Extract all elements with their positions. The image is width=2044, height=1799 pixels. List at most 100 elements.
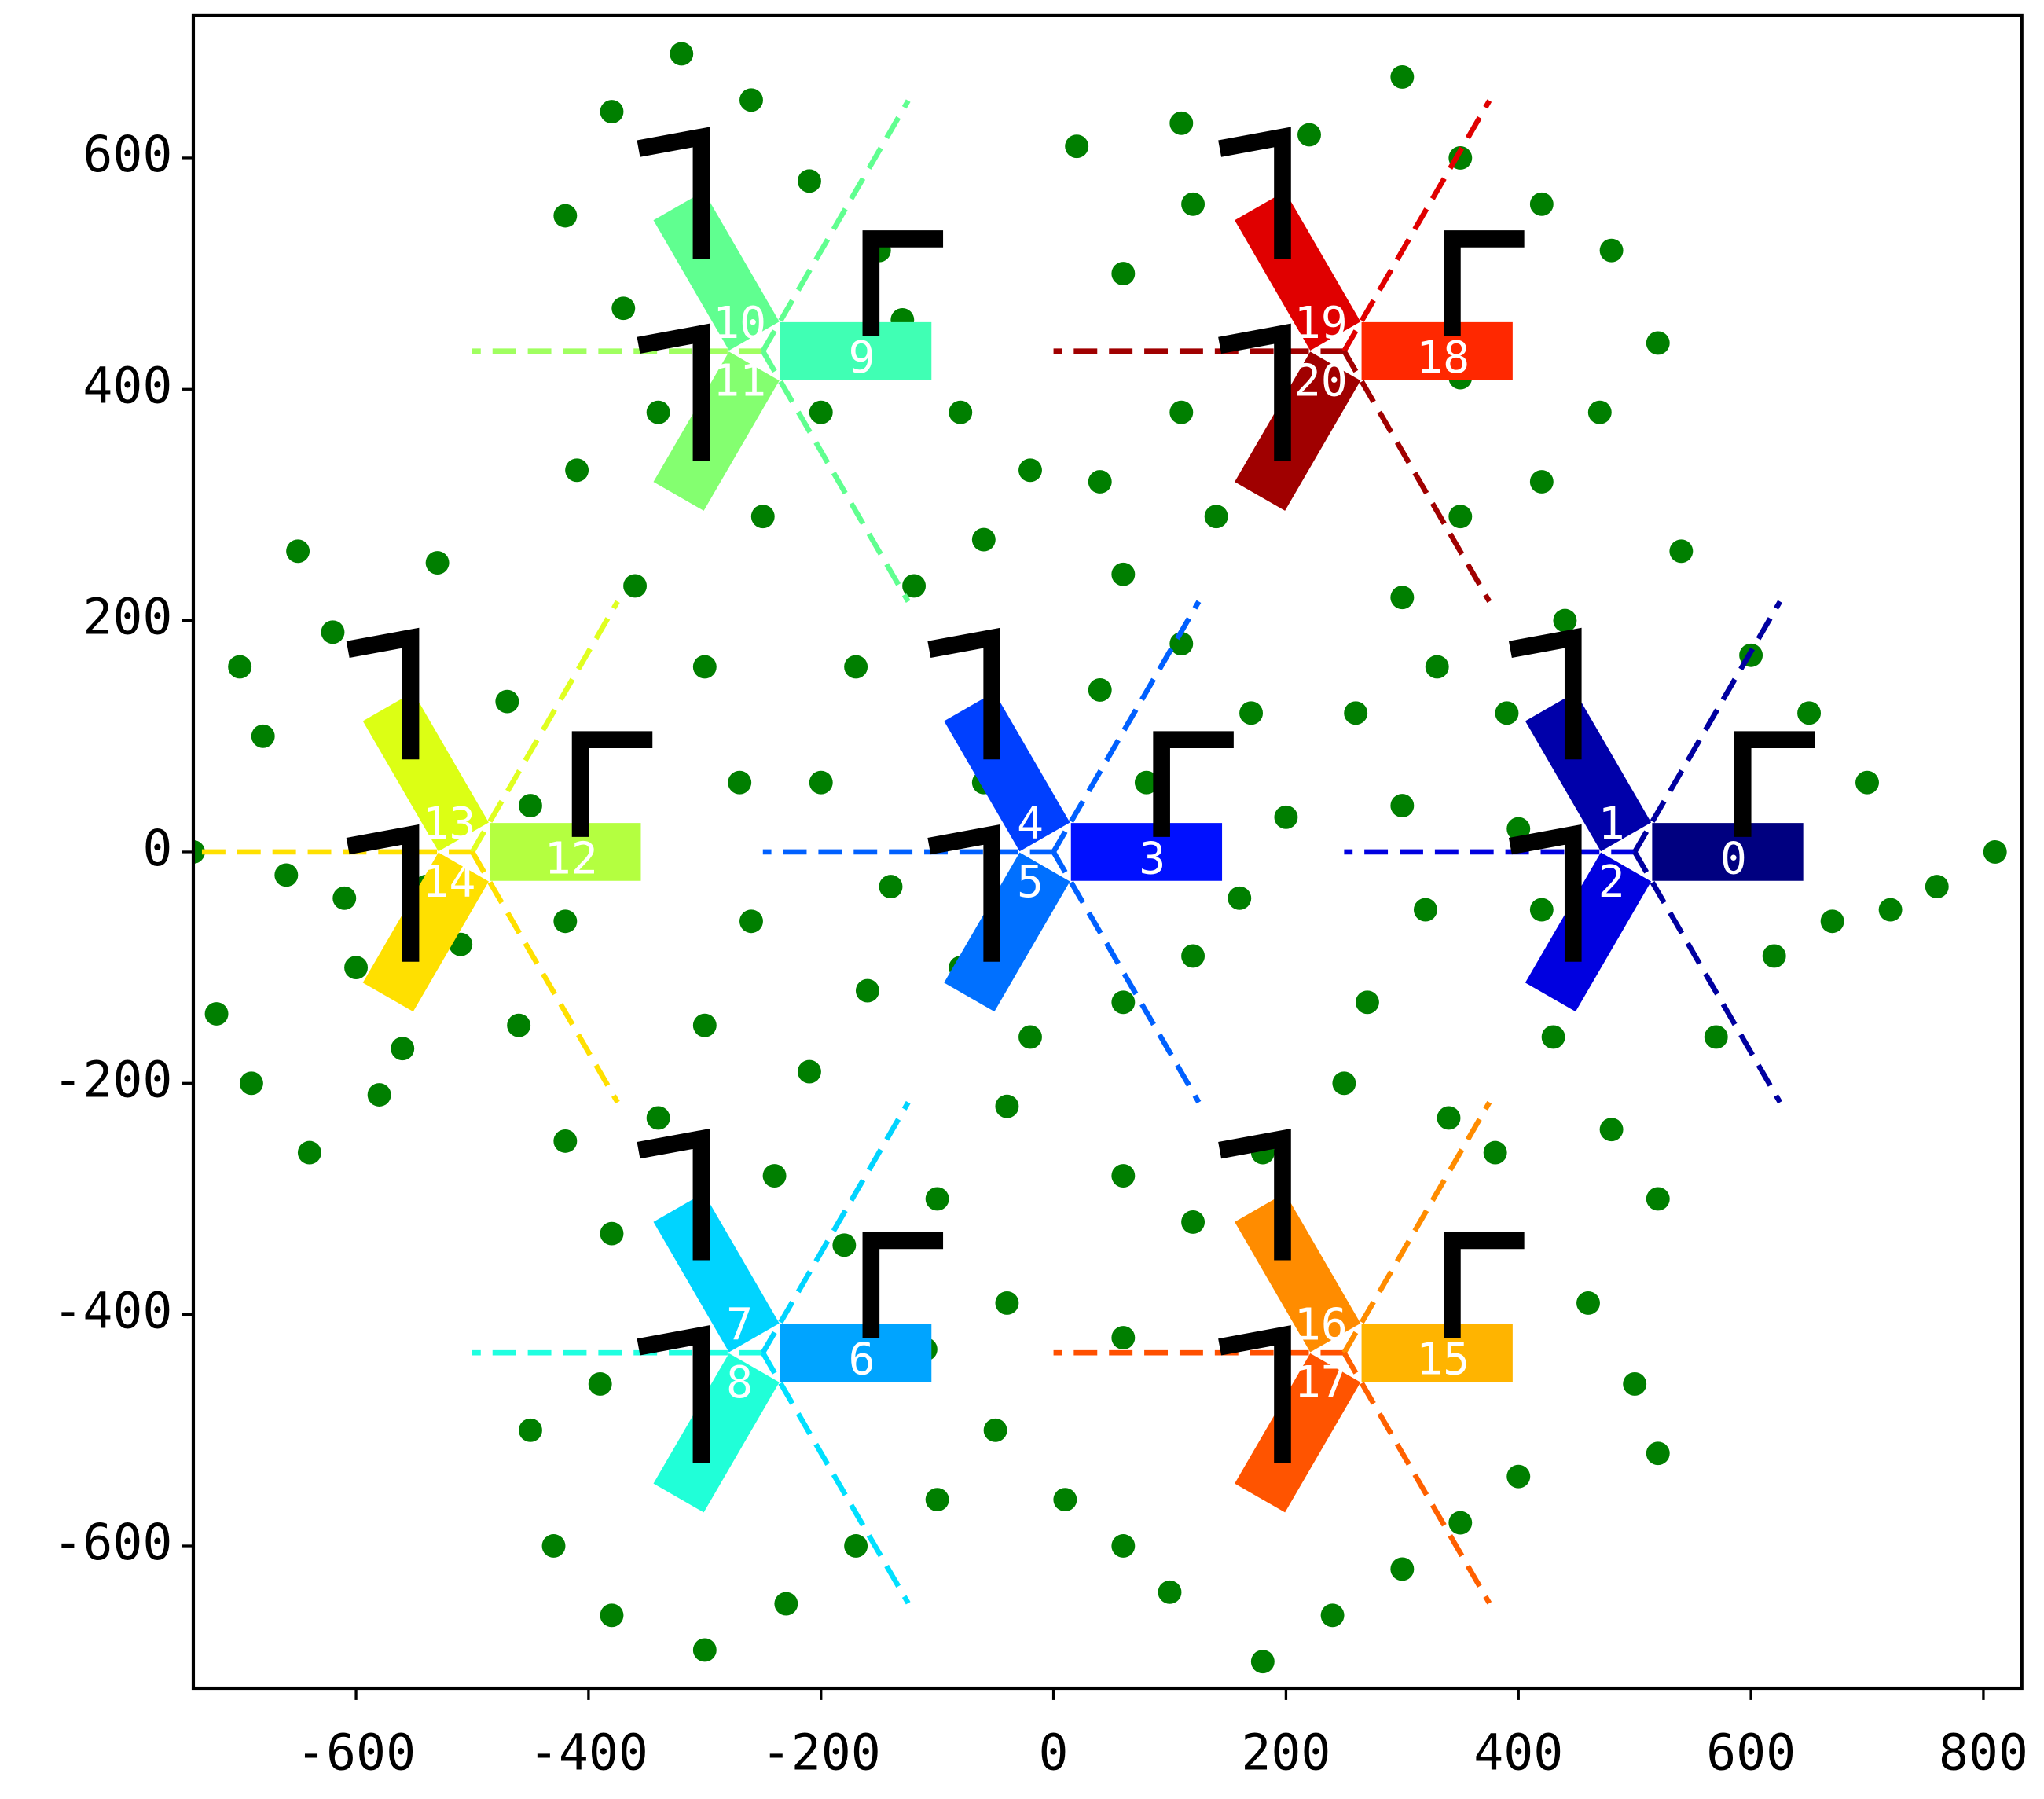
user-point — [391, 1037, 415, 1061]
user-point — [1204, 505, 1228, 529]
sector-bar — [1361, 321, 1513, 380]
user-point — [692, 655, 717, 679]
user-point — [623, 574, 648, 598]
antenna-marker — [637, 1128, 710, 1261]
user-point — [902, 574, 927, 598]
user-point — [1111, 990, 1136, 1015]
x-tick-label: -600 — [296, 1723, 416, 1781]
user-point — [507, 1013, 531, 1037]
sector-label: 7 — [726, 1299, 753, 1350]
user-point — [518, 1418, 542, 1442]
user-point — [1437, 1106, 1461, 1130]
user-point — [193, 840, 205, 864]
sector-label: 17 — [1294, 1357, 1348, 1408]
sector-boundary — [1051, 850, 1202, 1104]
user-point — [1448, 1511, 1473, 1535]
sector-label: 10 — [713, 298, 766, 349]
user-point — [297, 1140, 321, 1165]
user-point — [1541, 1025, 1565, 1049]
antenna-marker — [1218, 323, 1291, 461]
user-point — [1111, 1534, 1136, 1558]
antenna-marker — [571, 731, 653, 837]
user-point — [1250, 1650, 1275, 1674]
sector-bar — [944, 852, 1070, 1012]
user-point — [1704, 1025, 1728, 1049]
user-point — [1297, 123, 1321, 147]
user-point — [518, 794, 542, 818]
user-point — [1762, 944, 1786, 968]
user-point — [332, 886, 357, 910]
user-point — [1529, 898, 1554, 922]
sector-bar — [1525, 692, 1652, 852]
sector-bar — [1235, 351, 1361, 511]
user-point — [739, 909, 763, 934]
user-point — [1797, 701, 1822, 725]
sector-bar — [1525, 852, 1652, 1012]
user-point — [971, 527, 996, 552]
sector-bar — [490, 823, 641, 881]
user-point — [1390, 1557, 1415, 1581]
user-point — [1111, 262, 1136, 286]
antenna-marker — [862, 1232, 944, 1338]
user-point — [1274, 805, 1298, 829]
user-point — [1529, 192, 1554, 216]
sector-boundary — [1051, 600, 1202, 854]
antenna-marker — [637, 127, 710, 259]
x-tick-label: 200 — [1241, 1723, 1330, 1781]
y-tick-label: 400 — [83, 356, 172, 414]
user-point — [344, 956, 369, 980]
sector-bar — [944, 692, 1070, 852]
sector-label: 18 — [1416, 332, 1470, 384]
user-point — [949, 400, 973, 424]
user-point — [1065, 134, 1089, 159]
user-point — [1669, 539, 1694, 564]
user-point — [1576, 1291, 1600, 1315]
antenna-marker — [637, 1325, 710, 1463]
sector-label: 20 — [1294, 356, 1348, 407]
antenna-marker — [346, 627, 420, 760]
user-point — [1855, 770, 1879, 795]
user-point — [1239, 701, 1263, 725]
user-point — [1623, 1372, 1647, 1396]
user-point — [1181, 944, 1205, 968]
user-point — [1344, 701, 1368, 725]
sector-label: 1 — [1598, 799, 1625, 850]
user-point — [600, 1221, 624, 1246]
user-point — [844, 1534, 868, 1558]
sector-label: 11 — [713, 356, 766, 407]
user-point — [1018, 1025, 1042, 1049]
user-point — [879, 875, 903, 899]
user-point — [1506, 817, 1531, 841]
sector-boundary — [760, 350, 911, 604]
user-point — [274, 863, 299, 887]
user-point — [541, 1534, 566, 1558]
sector-label: 3 — [1139, 833, 1165, 884]
x-tick-label: 400 — [1473, 1723, 1563, 1781]
antenna-marker — [1218, 127, 1291, 259]
y-tick-label: 600 — [83, 125, 172, 183]
user-point — [1553, 608, 1577, 633]
user-point — [855, 978, 879, 1003]
user-point — [1088, 470, 1112, 494]
user-point — [600, 1603, 624, 1628]
antenna-marker — [1508, 824, 1582, 962]
sector-label: 9 — [849, 332, 875, 384]
user-point — [1495, 701, 1519, 725]
sector-label: 19 — [1294, 298, 1348, 349]
user-point — [1646, 331, 1670, 355]
user-point — [286, 539, 310, 564]
antenna-marker — [1734, 731, 1815, 837]
user-point — [1646, 1187, 1670, 1211]
user-point — [495, 689, 519, 714]
y-tick-label: 0 — [142, 819, 172, 877]
user-point — [670, 42, 694, 66]
x-tick-label: 800 — [1939, 1723, 2028, 1781]
user-point — [983, 1418, 1007, 1442]
sector-boundary — [470, 600, 620, 854]
user-point — [1320, 1603, 1345, 1628]
sector-label: 0 — [1720, 833, 1747, 884]
user-point — [1599, 238, 1624, 263]
user-point — [367, 1083, 391, 1107]
user-point — [611, 296, 636, 321]
sector-bar — [1652, 823, 1804, 881]
